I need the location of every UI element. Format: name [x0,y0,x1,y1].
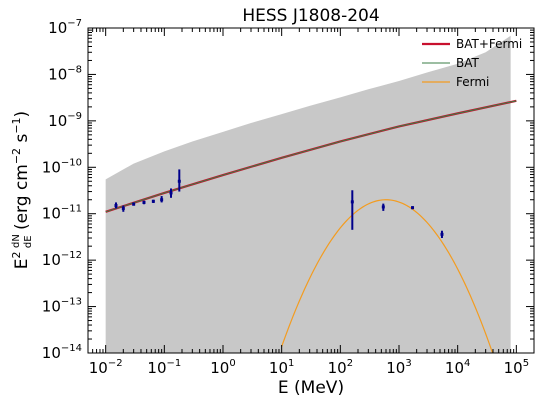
y-tick-label: 10−14 [42,343,82,362]
data-point [169,188,173,198]
y-tick-label: 10−11 [42,204,82,223]
data-point [132,202,136,206]
y-tick-label: 10−10 [42,157,82,176]
data-point [114,202,118,209]
x-tick-label: 102 [328,358,353,377]
point-marker [381,205,385,209]
y-tick-label: 10−8 [48,64,82,83]
plot-frame [87,27,535,354]
y-tick-label: 10−9 [48,111,82,130]
chart-title: HESS J1808-204 [242,6,379,26]
ylabel-frac-den: dE [23,235,34,248]
legend-entry: Fermi [422,75,489,89]
series-lines [105,99,517,353]
x-tick-label: 10−1 [147,358,181,377]
x-tick-label: 101 [269,358,294,377]
y-axis-label: E2 dNdE (erg cm−2 s−1) [10,111,34,269]
legend-entry: BAT+Fermi [422,37,522,51]
ylabel-frac-num: dN [11,234,22,248]
ylabel-units-sup: −2 [10,148,23,164]
svg-text:E2 dNdE (erg cm−2 s−1): E2 dNdE (erg cm−2 s−1) [10,111,34,269]
data-point [151,199,155,204]
ylabel-units: (erg cm [12,164,32,230]
legend-entry: BAT [422,56,480,70]
data-point [411,206,415,210]
data-point [350,190,354,230]
uncertainty-band [105,35,511,353]
series-bat-line [105,100,517,213]
x-tick-label: 103 [386,358,411,377]
x-tick-label: 100 [210,358,235,377]
band-area [105,35,511,353]
axes-box [87,27,535,354]
data-point [440,230,444,238]
y-tick-label: 10−13 [42,297,82,316]
legend-label: BAT+Fermi [456,37,522,51]
point-marker [121,206,125,210]
ylabel-units-s: s [12,134,32,148]
point-marker [114,204,118,208]
point-marker [142,200,146,204]
legend-label: BAT [456,56,480,70]
x-tick-label: 104 [445,358,470,377]
data-point [121,205,125,212]
x-tick-label: 105 [504,358,529,377]
point-marker [411,206,415,210]
ylabel-units-sup2: −1 [10,117,23,133]
x-tick-label: 10−2 [89,358,123,377]
point-marker [151,199,155,203]
data-point [381,203,385,211]
data-point [142,200,146,205]
data-points [114,169,444,238]
ylabel-units-close: ) [12,111,32,118]
legend: BAT+Fermi BAT Fermi [422,37,522,89]
point-marker [177,179,181,183]
tick-labels: 10−2 10−1 100 101 102 103 104 105 10−14 10−13 10−1… [42,18,529,377]
y-tick-label: 10−12 [42,250,82,269]
ylabel-base: E [12,258,32,269]
point-marker [440,232,444,236]
x-axis-label: E (MeV) [278,378,344,398]
point-marker [169,191,173,195]
legend-label: Fermi [456,75,489,89]
data-point [160,196,164,203]
y-tick-label: 10−7 [48,18,82,37]
series-fermi-line [281,199,494,353]
point-marker [160,198,164,202]
axis-ticks [87,27,535,354]
point-marker [350,200,354,204]
point-marker [132,202,136,206]
data-point [177,169,181,192]
ylabel-sup: 2 [10,251,23,258]
